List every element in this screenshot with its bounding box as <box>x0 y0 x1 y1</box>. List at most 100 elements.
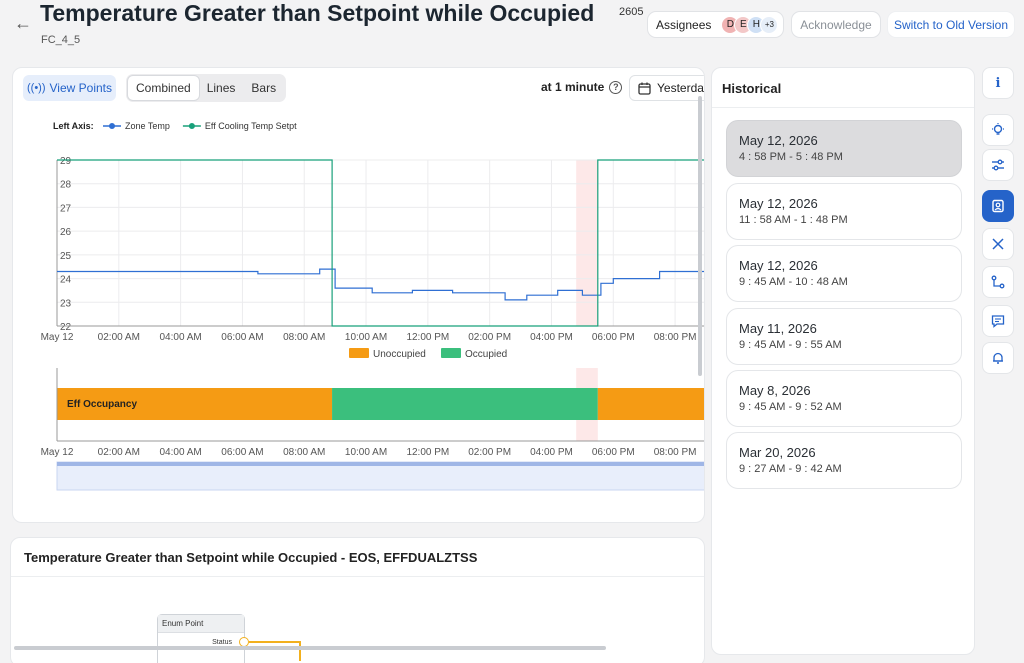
view-points-button[interactable]: ((•)) View Points <box>23 75 116 101</box>
historical-item[interactable]: May 8, 2026 9 : 45 AM - 9 : 52 AM <box>726 370 962 427</box>
x-tick-label: May 12 <box>41 447 74 458</box>
avatar-overflow: +3 <box>760 15 779 34</box>
detail-title: Temperature Greater than Setpoint while … <box>24 550 478 565</box>
divider <box>11 576 704 577</box>
x-tick-label: 08:00 AM <box>283 332 325 343</box>
clipboard-user-icon[interactable] <box>982 190 1014 222</box>
x-tick-label: 02:00 AM <box>98 447 140 458</box>
historical-item[interactable]: May 11, 2026 9 : 45 AM - 9 : 55 AM <box>726 308 962 365</box>
legend-swatch <box>349 348 369 358</box>
horizontal-scrollbar[interactable] <box>14 646 606 650</box>
broadcast-icon: ((•)) <box>27 82 46 94</box>
y-tick-label: 23 <box>60 298 72 309</box>
historical-panel: Historical May 12, 2026 4 : 58 PM - 5 : 4… <box>711 67 975 655</box>
assignees-button[interactable]: Assignees D E H +3 <box>647 11 784 38</box>
switch-old-version-button[interactable]: Switch to Old Version <box>887 11 1015 38</box>
x-tick-label: 04:00 PM <box>530 447 573 458</box>
y-tick-label: 22 <box>60 322 72 333</box>
page-title: Temperature Greater than Setpoint while … <box>40 0 595 26</box>
assignee-avatars: D E H +3 <box>721 15 779 34</box>
mode-combined[interactable]: Combined <box>128 76 199 100</box>
flow-icon[interactable] <box>982 266 1014 298</box>
x-tick-label: 06:00 AM <box>221 447 263 458</box>
legend-label: Occupied <box>465 349 507 360</box>
x-tick-label: 02:00 PM <box>468 447 511 458</box>
legend-label: Unoccupied <box>373 349 426 360</box>
legend-marker <box>188 123 195 129</box>
bell-icon[interactable] <box>982 342 1014 374</box>
historical-date: Mar 20, 2026 <box>739 445 816 460</box>
x-tick-label: 12:00 PM <box>406 447 449 458</box>
x-tick-label: 08:00 PM <box>654 447 697 458</box>
y-tick-label: 27 <box>60 203 72 214</box>
info-icon[interactable]: i <box>982 67 1014 99</box>
interval-indicator: at 1 minute ? <box>541 80 623 94</box>
range-navigator[interactable] <box>56 461 705 491</box>
historical-time-range: 9 : 45 AM - 9 : 52 AM <box>739 401 842 413</box>
x-tick-label: 08:00 PM <box>654 332 697 343</box>
historical-time-range: 4 : 58 PM - 5 : 48 PM <box>739 151 843 163</box>
legend-marker <box>109 123 115 129</box>
legend-prefix: Left Axis: <box>53 121 94 131</box>
x-tick-label: 10:00 AM <box>345 447 387 458</box>
historical-item[interactable]: May 12, 2026 4 : 58 PM - 5 : 48 PM <box>726 120 962 177</box>
historical-date: May 8, 2026 <box>739 383 811 398</box>
historical-item[interactable]: May 12, 2026 9 : 45 AM - 10 : 48 AM <box>726 245 962 302</box>
lightbulb-icon[interactable] <box>982 114 1014 146</box>
historical-time-range: 9 : 27 AM - 9 : 42 AM <box>739 463 842 475</box>
back-arrow-icon[interactable]: ← <box>14 12 32 33</box>
alarm-count: 2605 <box>619 6 644 18</box>
legend-label: Zone Temp <box>125 121 170 131</box>
enum-point-node[interactable]: Enum Point Status <box>157 614 245 663</box>
chart-toolbar: ((•)) View Points Combined Lines Bars <box>23 74 287 102</box>
x-tick-label: 04:00 AM <box>159 332 201 343</box>
equipment-name: FC_4_5 <box>41 34 81 46</box>
historical-item[interactable]: May 12, 2026 11 : 58 AM - 1 : 48 PM <box>726 183 962 240</box>
highlight-band <box>576 160 598 326</box>
occupancy-segment <box>57 388 333 420</box>
occupancy-segment <box>597 388 704 420</box>
x-tick-label: 12:00 PM <box>406 332 449 343</box>
occupancy-chart: Unoccupied Occupied Eff Occupancy May 12 02:… <box>41 348 705 491</box>
assignees-label: Assignees <box>656 17 712 32</box>
node-wire <box>299 641 301 661</box>
x-tick-label: 06:00 AM <box>221 332 263 343</box>
series-line <box>57 159 704 327</box>
chart-card: ((•)) View Points Combined Lines Bars at… <box>12 67 705 523</box>
y-tick-label: 28 <box>60 180 72 191</box>
trend-chart: Left Axis: Zone Temp Eff Cooling Temp Setp… <box>41 121 705 491</box>
x-tick-label: 04:00 PM <box>530 332 573 343</box>
header: ← Temperature Greater than Setpoint whil… <box>0 0 1024 62</box>
x-tick-label: 04:00 AM <box>159 447 201 458</box>
help-icon[interactable]: ? <box>609 80 623 94</box>
mode-bars[interactable]: Bars <box>251 81 277 95</box>
chart-mode-toggle: Combined Lines Bars <box>126 74 287 102</box>
date-range-button[interactable]: Yesterday <box>629 75 705 101</box>
historical-time-range: 11 : 58 AM - 1 : 48 PM <box>739 214 848 226</box>
historical-time-range: 9 : 45 AM - 10 : 48 AM <box>739 276 848 288</box>
logic-detail-card: Temperature Greater than Setpoint while … <box>10 537 705 663</box>
x-tick-label: 08:00 AM <box>283 447 325 458</box>
x-tick-label: 02:00 PM <box>468 332 511 343</box>
sliders-icon[interactable] <box>982 149 1014 181</box>
comment-icon[interactable] <box>982 305 1014 337</box>
node-wire <box>249 641 301 643</box>
tools-icon[interactable] <box>982 228 1014 260</box>
mode-lines[interactable]: Lines <box>206 81 236 95</box>
range-navigator-handle[interactable] <box>57 462 705 466</box>
chart-scrollbar[interactable] <box>698 96 702 376</box>
node-title: Enum Point <box>158 615 244 633</box>
historical-date: May 12, 2026 <box>739 133 818 148</box>
historical-date: May 12, 2026 <box>739 258 818 273</box>
calendar-icon <box>638 82 651 95</box>
x-tick-label: 06:00 PM <box>592 332 635 343</box>
occupancy-segment <box>332 388 598 420</box>
date-range-label: Yesterday <box>657 81 705 95</box>
acknowledge-button[interactable]: Acknowledge <box>791 11 881 38</box>
x-tick-label: May 12 <box>41 332 74 343</box>
node-port-label: Status <box>212 639 232 646</box>
historical-item[interactable]: Mar 20, 2026 9 : 27 AM - 9 : 42 AM <box>726 432 962 489</box>
line-chart: Left Axis: Zone Temp Eff Cooling Temp Setp… <box>41 121 704 343</box>
x-tick-label: 10:00 AM <box>345 332 387 343</box>
divider <box>712 107 974 108</box>
